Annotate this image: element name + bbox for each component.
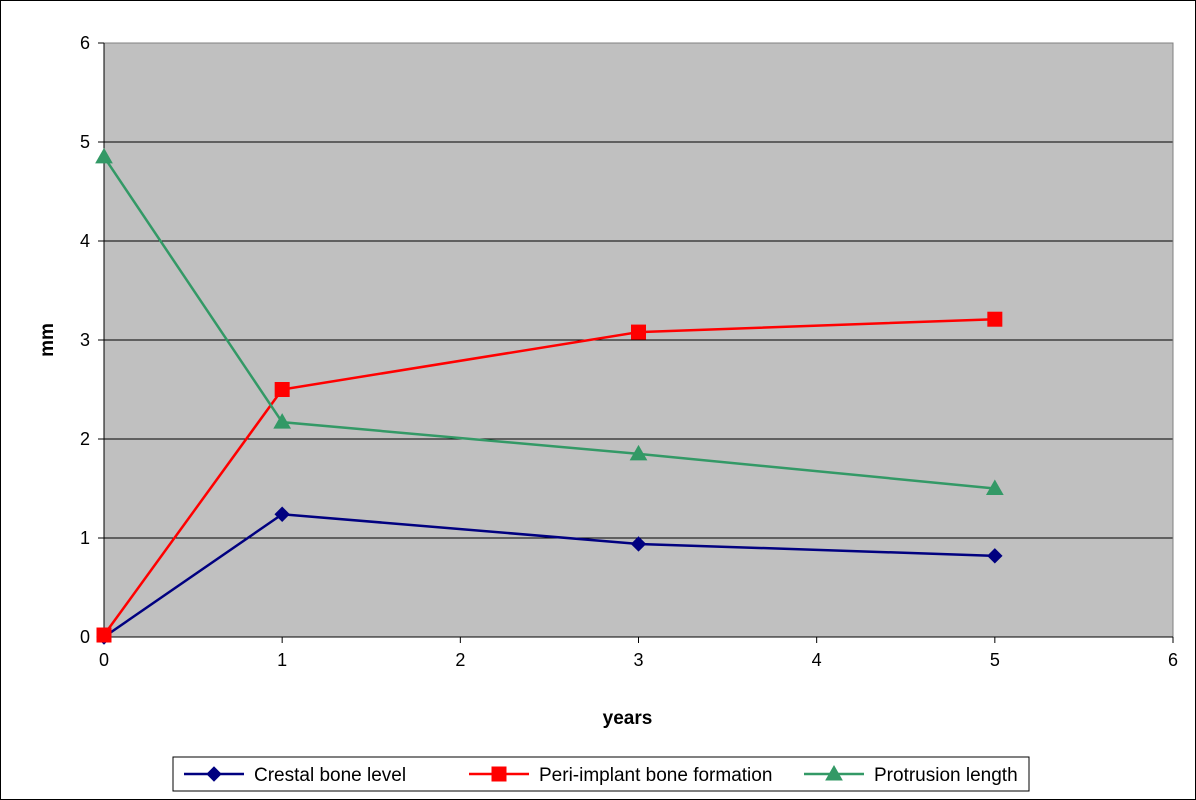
- series-line: [102, 317, 995, 636]
- marker-triangle: [273, 413, 292, 429]
- y-tick-label: 5: [80, 132, 90, 152]
- x-tick-label: 3: [633, 650, 643, 670]
- marker-square: [631, 324, 646, 340]
- legend-label: Protrusion length: [874, 765, 1018, 786]
- legend-item: Protrusion length: [804, 764, 1018, 786]
- series-line: [102, 156, 995, 490]
- marker-diamond: [630, 536, 647, 552]
- marker-diamond: [206, 766, 222, 782]
- marker-square: [274, 382, 290, 397]
- legend-label: Crestal bone level: [254, 765, 406, 786]
- x-tick-label: 0: [99, 650, 109, 670]
- legend-item: Crestal bone level: [184, 765, 406, 786]
- x-tick-label: 4: [812, 650, 822, 670]
- series-2: [96, 311, 1003, 643]
- series-3: [95, 147, 1004, 495]
- x-tick-label: 2: [455, 650, 465, 670]
- y-tick-label: 1: [80, 528, 90, 548]
- marker-square: [491, 766, 507, 782]
- marker-square: [96, 627, 112, 643]
- legend-box: [172, 756, 1030, 792]
- y-tick-label: 2: [80, 429, 90, 449]
- x-axis-title: years: [603, 708, 653, 729]
- axes: 0 1 2 3 4 5 6 0 1 2 3 4 5 6: [80, 33, 1178, 670]
- marker-triangle: [985, 479, 1004, 495]
- marker-diamond: [987, 548, 1003, 564]
- y-tick-label: 0: [80, 627, 90, 647]
- x-tick-label: 6: [1168, 650, 1178, 670]
- marker-triangle: [629, 444, 648, 461]
- marker-diamond: [274, 506, 290, 522]
- y-axis-title: mm: [37, 323, 58, 357]
- marker-triangle: [825, 764, 843, 781]
- y-tick-label: 6: [80, 33, 90, 53]
- series-line: [103, 512, 995, 639]
- x-tick-label: 1: [277, 650, 287, 670]
- marker-square: [987, 311, 1003, 327]
- y-tick-label: 4: [80, 231, 90, 251]
- marker-triangle: [95, 147, 113, 164]
- legend-label: Peri-implant bone formation: [539, 765, 772, 786]
- legend-item: Peri-implant bone formation: [469, 765, 772, 786]
- x-tick-label: 5: [990, 650, 1000, 670]
- y-tick-label: 3: [80, 330, 90, 350]
- legend: Crestal bone level Peri-implant bone form…: [172, 756, 1030, 792]
- series-group: [95, 147, 1004, 645]
